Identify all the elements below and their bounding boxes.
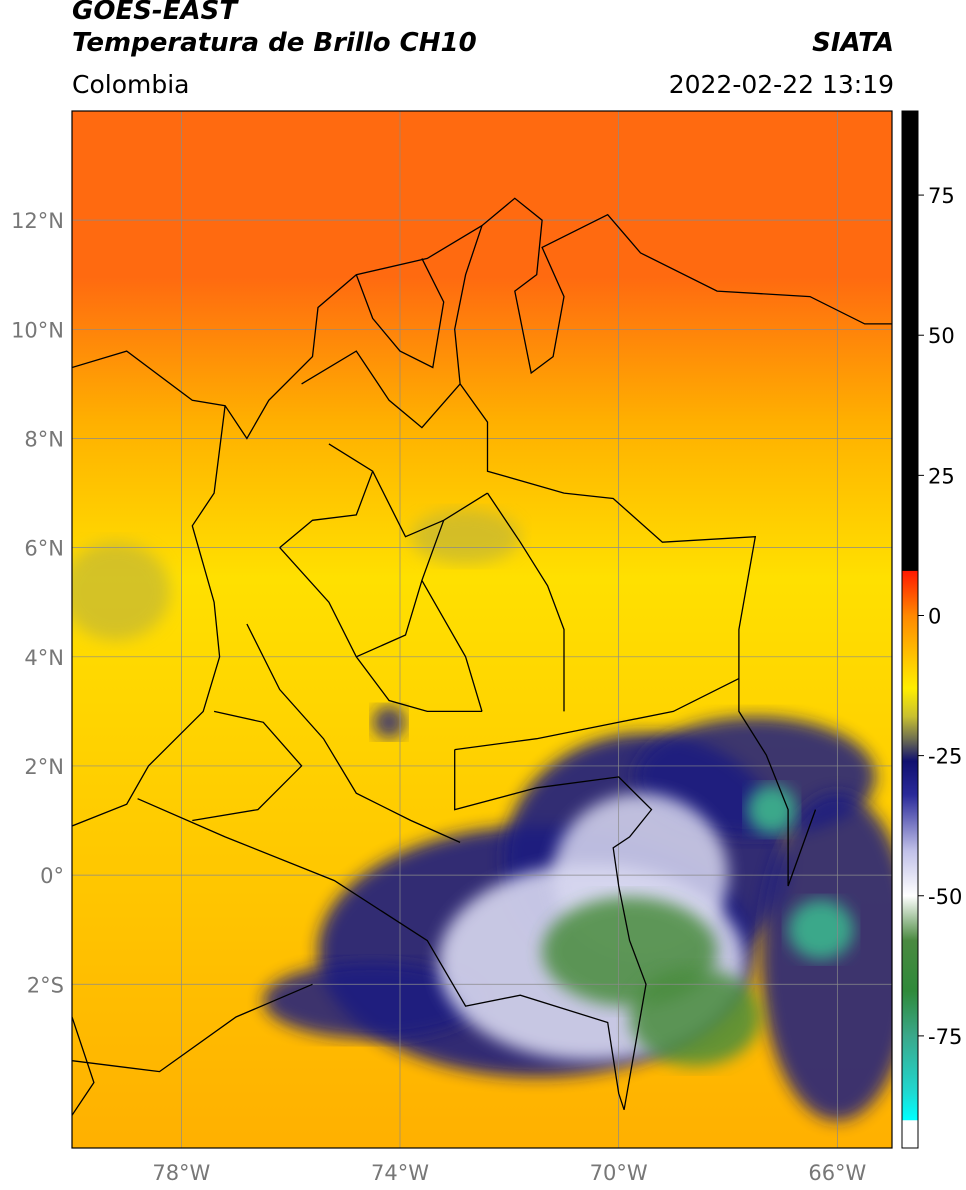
colorbar	[901, 110, 919, 1149]
border-line	[301, 350, 461, 429]
longitude-tick-label: 74°W	[371, 1161, 429, 1185]
border-line	[328, 443, 488, 538]
border-line	[192, 710, 303, 822]
colorbar-tick-label: -50	[928, 885, 962, 909]
latitude-tick-label: 6°N	[24, 537, 64, 561]
latitude-tick-label: 2°N	[24, 755, 64, 779]
colorbar-tick-label: 50	[928, 324, 955, 348]
border-line	[355, 258, 445, 369]
datetime-label: 2022-02-22 13:19	[668, 70, 894, 99]
cloud-patch	[263, 962, 482, 1039]
border-line	[137, 798, 625, 1111]
latitude-labels: 12°N 10°N 8°N 6°N 4°N 2°N 0° 2°S	[11, 209, 64, 997]
colorbar-tick-label: 75	[928, 184, 955, 208]
border-line	[279, 547, 482, 713]
latitude-tick-label: 0°	[40, 864, 64, 888]
longitude-tick-label: 66°W	[808, 1161, 866, 1185]
cloud-patch	[372, 705, 406, 739]
longitude-tick-label: 78°W	[152, 1161, 210, 1185]
colorbar-ticks: 75 50 25 0 -25 -50 -75	[918, 184, 962, 1049]
border-line	[454, 225, 817, 887]
brand-label: SIATA	[812, 28, 894, 58]
colorbar-tick-label: 0	[928, 604, 941, 628]
cloud-patch	[747, 785, 797, 835]
border-line	[421, 580, 483, 712]
border-line	[279, 470, 374, 549]
latitude-tick-label: 2°S	[27, 973, 64, 997]
cloud-patch	[72, 542, 171, 641]
border-line	[72, 983, 313, 1073]
map-frame	[71, 110, 893, 1149]
border-line	[356, 520, 445, 658]
border-line	[486, 492, 565, 712]
latitude-tick-label: 10°N	[11, 318, 64, 342]
latitude-tick-label: 4°N	[24, 646, 64, 670]
longitude-tick-label: 70°W	[590, 1161, 648, 1185]
border-line	[72, 197, 892, 440]
colorbar-tick-label: -25	[928, 745, 962, 769]
gridlines	[72, 111, 892, 1148]
cloud-patch	[788, 899, 854, 960]
border-line	[454, 678, 740, 751]
cloud-layer	[72, 509, 892, 1121]
border-line	[72, 1016, 95, 1116]
border-line	[454, 749, 653, 1110]
border-line	[246, 623, 461, 843]
border-line	[72, 405, 226, 827]
map-panel	[72, 111, 892, 1148]
colorbar-tick-label: -75	[928, 1025, 962, 1049]
latitude-tick-label: 12°N	[11, 209, 64, 233]
longitude-labels: 78°W 74°W 70°W 66°W	[152, 1161, 866, 1185]
political-borders	[72, 197, 892, 1116]
latitude-tick-label: 8°N	[24, 427, 64, 451]
region-label: Colombia	[72, 70, 190, 99]
cloud-patch	[629, 967, 761, 1067]
colorbar-tick-label: 25	[928, 464, 955, 488]
satellite-title: GOES-EAST	[72, 0, 238, 26]
product-title: Temperatura de Brillo CH10	[72, 28, 477, 58]
